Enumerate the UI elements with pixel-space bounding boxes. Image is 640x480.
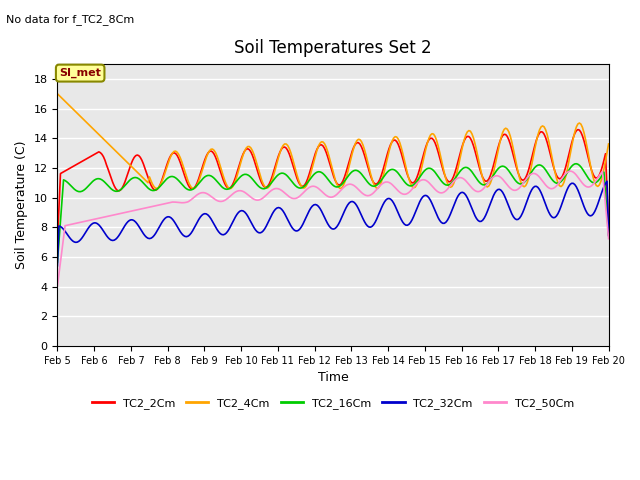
TC2_2Cm	[605, 224, 612, 229]
TC2_16Cm	[121, 182, 129, 188]
TC2_50Cm	[246, 193, 253, 199]
TC2_16Cm	[54, 259, 61, 265]
TC2_32Cm	[218, 232, 225, 238]
TC2_16Cm	[575, 162, 583, 168]
TC2_4Cm	[575, 120, 583, 126]
TC2_32Cm	[294, 228, 302, 233]
TC2_4Cm	[247, 145, 255, 151]
TC2_50Cm	[294, 194, 302, 200]
TC2_4Cm	[605, 141, 612, 147]
TC2_2Cm	[54, 240, 61, 246]
TC2_32Cm	[236, 208, 244, 214]
Line: TC2_2Cm: TC2_2Cm	[58, 130, 609, 243]
TC2_2Cm	[294, 179, 302, 185]
TC2_16Cm	[236, 174, 244, 180]
TC2_4Cm	[121, 157, 129, 163]
TC2_32Cm	[54, 263, 61, 269]
TC2_50Cm	[566, 168, 574, 174]
TC2_4Cm	[225, 186, 233, 192]
Text: SI_met: SI_met	[60, 68, 101, 78]
TC2_50Cm	[54, 283, 61, 289]
TC2_32Cm	[603, 179, 611, 184]
Y-axis label: Soil Temperature (C): Soil Temperature (C)	[15, 141, 28, 269]
X-axis label: Time: Time	[317, 371, 348, 384]
Line: TC2_32Cm: TC2_32Cm	[58, 181, 609, 266]
TC2_32Cm	[246, 216, 253, 222]
TC2_2Cm	[236, 159, 244, 165]
TC2_4Cm	[54, 91, 61, 96]
TC2_2Cm	[246, 147, 253, 153]
TC2_16Cm	[246, 173, 253, 179]
TC2_50Cm	[218, 199, 225, 204]
TC2_2Cm	[574, 127, 582, 132]
TC2_32Cm	[605, 233, 612, 239]
TC2_32Cm	[574, 187, 582, 193]
TC2_2Cm	[218, 172, 225, 178]
TC2_16Cm	[573, 161, 580, 167]
TC2_16Cm	[605, 232, 612, 238]
Legend: TC2_2Cm, TC2_4Cm, TC2_16Cm, TC2_32Cm, TC2_50Cm: TC2_2Cm, TC2_4Cm, TC2_16Cm, TC2_32Cm, TC…	[87, 394, 579, 413]
TC2_2Cm	[121, 179, 129, 185]
Line: TC2_50Cm: TC2_50Cm	[58, 171, 609, 286]
TC2_16Cm	[294, 185, 302, 191]
TC2_16Cm	[218, 184, 225, 190]
TC2_50Cm	[605, 236, 612, 241]
TC2_50Cm	[121, 210, 129, 216]
TC2_4Cm	[218, 168, 225, 174]
Line: TC2_4Cm: TC2_4Cm	[58, 94, 609, 189]
Title: Soil Temperatures Set 2: Soil Temperatures Set 2	[234, 39, 432, 57]
TC2_32Cm	[121, 223, 129, 228]
TC2_50Cm	[575, 176, 583, 182]
TC2_4Cm	[296, 181, 304, 187]
TC2_2Cm	[575, 127, 583, 133]
TC2_4Cm	[238, 156, 246, 162]
Line: TC2_16Cm: TC2_16Cm	[58, 164, 609, 262]
TC2_50Cm	[236, 188, 244, 193]
Text: No data for f_TC2_8Cm: No data for f_TC2_8Cm	[6, 14, 134, 25]
